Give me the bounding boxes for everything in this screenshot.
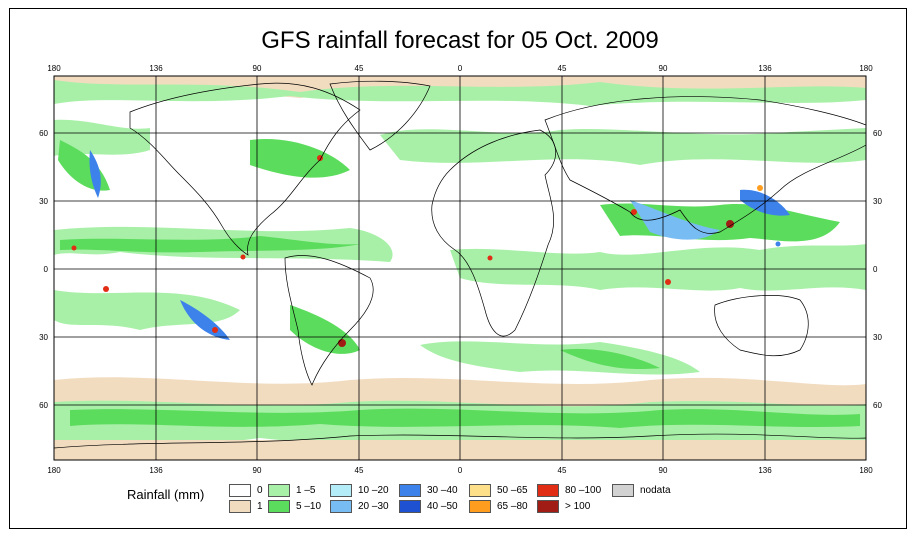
north-america-outline <box>129 82 361 256</box>
right-lat-label: 60 <box>873 401 882 410</box>
legend-swatch <box>330 484 352 497</box>
bottom-lon-label: 90 <box>253 466 262 475</box>
bottom-lon-label: 45 <box>558 466 567 475</box>
figure-frame <box>9 8 907 529</box>
legend-title: Rainfall (mm) <box>127 487 205 502</box>
bottom-lon-label: 45 <box>355 466 364 475</box>
legend-swatch <box>229 500 251 513</box>
legend-swatch <box>229 484 251 497</box>
heavy-rain-spots <box>71 155 781 347</box>
legend-label: 10 –20 <box>358 485 389 496</box>
legend-swatch <box>268 484 290 497</box>
map-title: GFS rainfall forecast for 05 Oct. 2009 <box>261 27 659 54</box>
legend-label: 80 –100 <box>565 485 602 496</box>
legend-swatch <box>469 500 491 513</box>
right-lat-label: 30 <box>873 333 882 342</box>
left-lat-label: 60 <box>39 401 48 410</box>
legend-swatch <box>268 500 290 513</box>
bottom-lon-label: 180 <box>859 466 873 475</box>
top-lon-label: 136 <box>149 64 163 73</box>
legend-label: 20 –30 <box>358 501 389 512</box>
australia-outline <box>714 295 809 357</box>
legend-swatch <box>399 484 421 497</box>
top-lon-label: 45 <box>355 64 364 73</box>
legend-label: 1 <box>257 501 263 512</box>
left-lat-label: 30 <box>39 197 48 206</box>
legend-swatch <box>399 500 421 513</box>
antarctica-outline <box>54 433 866 449</box>
top-lon-label: 136 <box>758 64 772 73</box>
left-lat-label: 30 <box>39 333 48 342</box>
graticule <box>54 76 866 460</box>
right-lat-label: 0 <box>873 265 878 274</box>
legend-label: 5 –10 <box>296 501 322 512</box>
legend-swatch <box>612 484 634 497</box>
top-lon-label: 90 <box>659 64 668 73</box>
bottom-lon-label: 136 <box>758 466 772 475</box>
right-lat-label: 30 <box>873 197 882 206</box>
left-lat-label: 0 <box>44 265 49 274</box>
coastlines <box>54 80 866 449</box>
map-border <box>53 75 867 461</box>
legend-label: 65 –80 <box>497 501 528 512</box>
bottom-lon-label: 90 <box>659 466 668 475</box>
bottom-lon-label: 180 <box>47 466 61 475</box>
legend-swatch <box>537 500 559 513</box>
top-lon-label: 180 <box>47 64 61 73</box>
legend-label: nodata <box>640 485 671 496</box>
right-lat-label: 60 <box>873 129 882 138</box>
top-lon-label: 0 <box>458 64 463 73</box>
legend-label: > 100 <box>565 501 591 512</box>
legend-label: 1 –5 <box>296 485 316 496</box>
bottom-lon-label: 136 <box>149 466 163 475</box>
greenland-outline <box>329 80 431 151</box>
bottom-lon-label: 0 <box>458 466 463 475</box>
europe-africa-outline <box>431 129 556 337</box>
top-lon-label: 90 <box>253 64 262 73</box>
left-lat-label: 60 <box>39 129 48 138</box>
south-america-outline <box>284 255 374 386</box>
legend-label: 30 –40 <box>427 485 458 496</box>
legend-label: 40 –50 <box>427 501 458 512</box>
legend-swatch <box>330 500 352 513</box>
top-lon-label: 45 <box>558 64 567 73</box>
legend-label: 50 –65 <box>497 485 528 496</box>
rainfall-map: 180 136 90 45 0 45 90 136 180 180 136 90… <box>39 64 882 475</box>
legend-swatch <box>537 484 559 497</box>
asia-outline <box>544 96 866 234</box>
top-lon-label: 180 <box>859 64 873 73</box>
legend-swatch <box>469 484 491 497</box>
legend-label: 0 <box>257 485 263 496</box>
